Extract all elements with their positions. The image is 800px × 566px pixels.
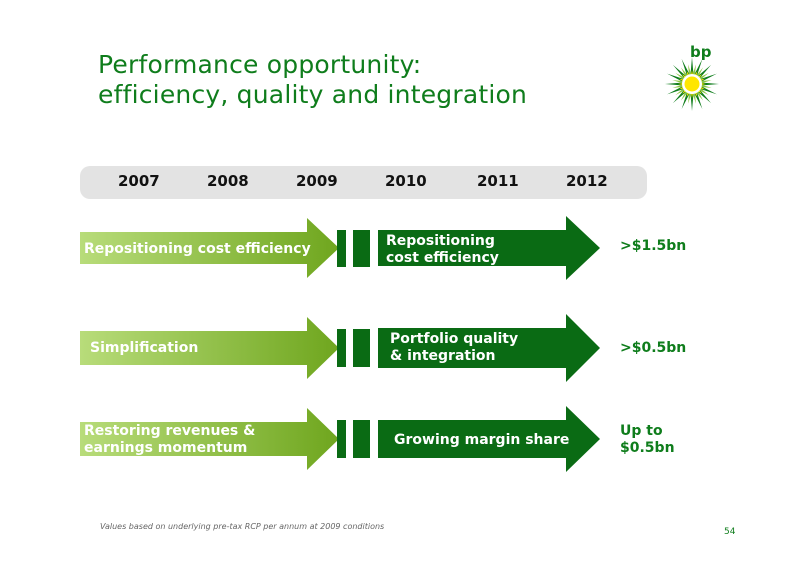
- logo-petal: [681, 59, 691, 77]
- logo-petal: [667, 73, 685, 83]
- past-initiative-label: Restoring revenues & earnings momentum: [84, 423, 256, 456]
- logo-petal: [699, 85, 717, 95]
- year-label: 2008: [207, 172, 249, 190]
- page-title: Performance opportunity: efficiency, qua…: [98, 50, 527, 110]
- title-line-1: Performance opportunity:: [98, 50, 422, 79]
- logo-petal: [665, 82, 684, 86]
- row-arrows: [80, 216, 600, 280]
- initiative-row: Repositioning cost efficiency Reposition…: [0, 214, 800, 284]
- past-arrow: [80, 218, 339, 278]
- year-label: 2012: [566, 172, 608, 190]
- footnote: Values based on underlying pre-tax RCP p…: [100, 522, 385, 531]
- past-initiative-label: Repositioning cost efficiency: [84, 241, 311, 257]
- future-arrow: [378, 406, 600, 472]
- future-initiative-label: Growing margin share: [394, 432, 570, 448]
- past-arrow: [80, 317, 339, 379]
- gap-bar: [337, 230, 346, 267]
- value-label: >$1.5bn: [620, 238, 687, 254]
- value-label: >$0.5bn: [620, 340, 687, 356]
- logo-petal: [699, 73, 717, 83]
- gap-bar: [337, 329, 346, 367]
- gap-bar: [353, 420, 370, 458]
- row-arrows: [80, 406, 600, 472]
- logo-petal: [690, 57, 694, 76]
- logo-petal: [692, 91, 696, 104]
- year-label: 2009: [296, 172, 338, 190]
- logo-petal: [672, 80, 685, 84]
- row-arrows: [80, 314, 600, 382]
- future-arrow: [378, 216, 600, 280]
- initiative-row: Simplification Portfolio quality & integr…: [0, 312, 800, 382]
- timeline-bar: 2007 2008 2009 2010 2011 2012: [80, 166, 647, 199]
- bp-logo-text: bp: [690, 43, 712, 61]
- helios-sunburst-icon: [665, 57, 719, 111]
- logo-petal: [690, 92, 694, 111]
- bp-logo: bp: [664, 43, 724, 114]
- initiative-row: Restoring revenues & earnings momentum Gr…: [0, 405, 800, 475]
- logo-petal: [693, 59, 703, 77]
- past-arrow: [80, 408, 339, 470]
- logo-petal: [672, 84, 685, 88]
- gap-bar: [353, 230, 370, 267]
- logo-petal: [693, 91, 703, 109]
- logo-petal: [699, 80, 712, 84]
- logo-petal: [688, 64, 692, 77]
- future-initiative-label: Repositioning cost efficiency: [386, 233, 499, 266]
- gap-bar: [337, 420, 346, 458]
- gap-bar: [353, 329, 370, 367]
- year-label: 2007: [118, 172, 160, 190]
- logo-petal: [681, 91, 691, 109]
- year-label: 2010: [385, 172, 427, 190]
- page-number: 54: [724, 527, 736, 537]
- logo-petal: [699, 84, 712, 88]
- future-initiative-label: Portfolio quality & integration: [390, 331, 519, 364]
- logo-petal: [692, 64, 696, 77]
- logo-petal: [667, 85, 685, 95]
- year-label: 2011: [477, 172, 519, 190]
- value-label: Up to $0.5bn: [620, 423, 675, 456]
- title-line-2: efficiency, quality and integration: [98, 80, 528, 109]
- future-arrow: [378, 314, 600, 382]
- logo-petal: [688, 91, 692, 104]
- logo-petal: [700, 82, 719, 86]
- past-initiative-label: Simplification: [90, 340, 199, 356]
